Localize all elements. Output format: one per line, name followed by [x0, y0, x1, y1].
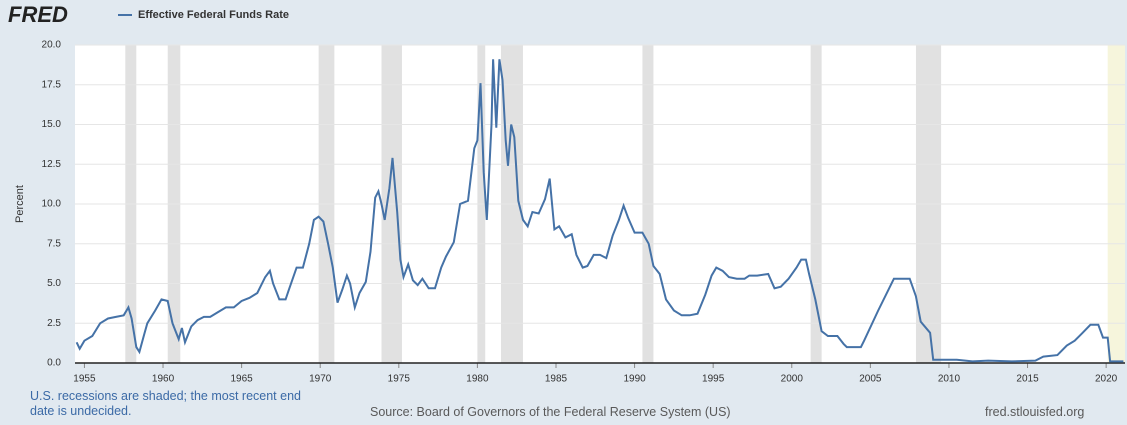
y-tick-label: 5.0: [47, 278, 61, 289]
logo: FRED: [8, 2, 68, 27]
y-tick-label: 15.0: [42, 119, 62, 130]
y-tick-label: 12.5: [42, 159, 62, 170]
x-tick-label: 1985: [545, 374, 568, 385]
y-tick-label: 7.5: [47, 238, 61, 249]
note: U.S. recessions are shaded; the most rec…: [30, 389, 301, 418]
y-tick-label: 0.0: [47, 358, 61, 369]
x-tick-label: 1975: [388, 374, 411, 385]
y-tick-label: 20.0: [42, 40, 62, 51]
x-tick-label: 1955: [73, 374, 96, 385]
site: fred.stlouisfed.org: [985, 405, 1085, 419]
x-tick-label: 2015: [1016, 374, 1039, 385]
x-tick-label: 1990: [623, 374, 646, 385]
x-tick-label: 2020: [1095, 374, 1118, 385]
y-tick-label: 10.0: [42, 199, 62, 210]
x-tick-label: 1995: [702, 374, 725, 385]
x-tick-label: 1970: [309, 374, 332, 385]
x-tick-label: 2000: [781, 374, 804, 385]
source: Source: Board of Governors of the Federa…: [370, 405, 731, 419]
y-axis-label: Percent: [14, 185, 26, 223]
y-tick-label: 17.5: [42, 79, 62, 90]
series-line: [75, 59, 1124, 363]
x-tick-label: 1980: [466, 374, 489, 385]
legend-label: Effective Federal Funds Rate: [138, 9, 289, 21]
x-tick-label: 1960: [152, 374, 175, 385]
x-tick-label: 1965: [230, 374, 253, 385]
y-tick-label: 2.5: [47, 318, 61, 329]
x-tick-label: 2005: [859, 374, 882, 385]
x-tick-label: 2010: [938, 374, 961, 385]
